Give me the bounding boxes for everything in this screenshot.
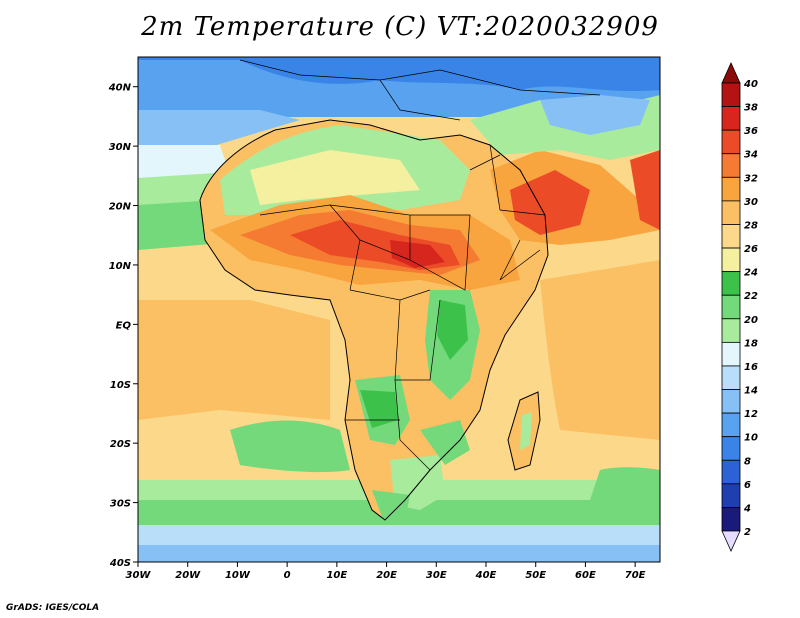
colorbar-swatch	[721, 389, 741, 414]
lon-tick-label: 60E	[575, 570, 596, 581]
colorbar-label: 10	[744, 433, 758, 444]
lon-tick-label: 40E	[475, 570, 497, 581]
colorbar-swatch	[721, 365, 741, 390]
colorbar-label: 40	[743, 79, 758, 90]
colorbar-label: 34	[744, 150, 758, 161]
colorbar-swatch	[721, 153, 741, 178]
colorbar-swatch	[721, 82, 741, 107]
colorbar-label: 20	[744, 315, 758, 326]
colorbar-swatch	[721, 318, 741, 343]
lat-tick-label: 10N	[109, 261, 132, 272]
colorbar-swatch	[721, 106, 741, 131]
credit-label: GrADS: IGES/COLA	[6, 603, 100, 613]
colorbar-swatch	[721, 176, 741, 202]
colorbar-swatch	[721, 341, 741, 367]
colorbar-swatch	[721, 507, 741, 532]
colorbar-label: 18	[744, 338, 758, 349]
map-title: 2m Temperature (C) VT:2020032909	[141, 12, 659, 42]
colorbar-label: 8	[744, 456, 751, 467]
colorbar: 40 38 36 34 32 30 28 26 24 22 20 18 16 14 12 10 8 6 4 2	[721, 62, 758, 552]
colorbar-swatch	[721, 412, 741, 438]
colorbar-swatch	[721, 200, 741, 225]
colorbar-swatch	[721, 436, 741, 461]
colorbar-label: 14	[744, 386, 758, 397]
colorbar-label: 12	[744, 409, 758, 420]
lon-tick-label: 20W	[175, 570, 201, 581]
lat-tick-label: EQ	[116, 320, 132, 331]
lon-tick-label: 70E	[625, 570, 646, 581]
colorbar-label: 26	[744, 244, 758, 255]
colorbar-swatch	[721, 129, 741, 155]
lon-tick-label: 10E	[326, 570, 347, 581]
colorbar-label: 30	[744, 197, 758, 208]
colorbar-swatch	[721, 483, 741, 508]
colorbar-swatch	[721, 247, 741, 273]
colorbar-label: 32	[744, 173, 758, 184]
map-frame	[137, 56, 661, 563]
lon-tick-label: 30W	[126, 570, 152, 581]
colorbar-label: 16	[744, 362, 758, 373]
lat-tick-label: 20S	[110, 439, 131, 450]
colorbar-swatch	[721, 294, 741, 320]
lat-tick-label: 40N	[108, 83, 132, 94]
lon-tick-label: 20E	[376, 570, 397, 581]
lon-tick-label: 10W	[225, 570, 251, 581]
colorbar-swatch	[721, 459, 741, 485]
colorbar-bottom-arrow	[721, 530, 741, 552]
lat-tick-label: 30S	[110, 499, 131, 510]
colorbar-label: 38	[744, 103, 758, 114]
colorbar-top-arrow	[721, 62, 741, 84]
colorbar-label: 36	[744, 126, 758, 137]
lat-tick-label: 10S	[110, 380, 131, 391]
colorbar-swatch	[721, 224, 741, 249]
colorbar-swatch	[721, 271, 741, 296]
lon-tick-label: 50E	[525, 570, 546, 581]
lon-tick-label: 30E	[426, 570, 447, 581]
lon-tick-label: 0	[284, 570, 291, 581]
lat-tick-label: 20N	[109, 202, 132, 213]
colorbar-label: 6	[744, 480, 751, 491]
temperature-field	[138, 57, 660, 562]
colorbar-label: 22	[744, 291, 758, 302]
lat-tick-label: 40S	[109, 558, 131, 569]
colorbar-label: 4	[743, 503, 751, 514]
lat-tick-label: 30N	[109, 142, 132, 153]
axis-ticks: 30W 20W 10W 0 10E 20E 30E 40E 50E 60E 70E 40N 30N 20N…	[108, 83, 646, 581]
colorbar-label: 24	[744, 268, 758, 279]
colorbar-label: 28	[744, 220, 758, 231]
colorbar-label: 2	[744, 527, 751, 538]
